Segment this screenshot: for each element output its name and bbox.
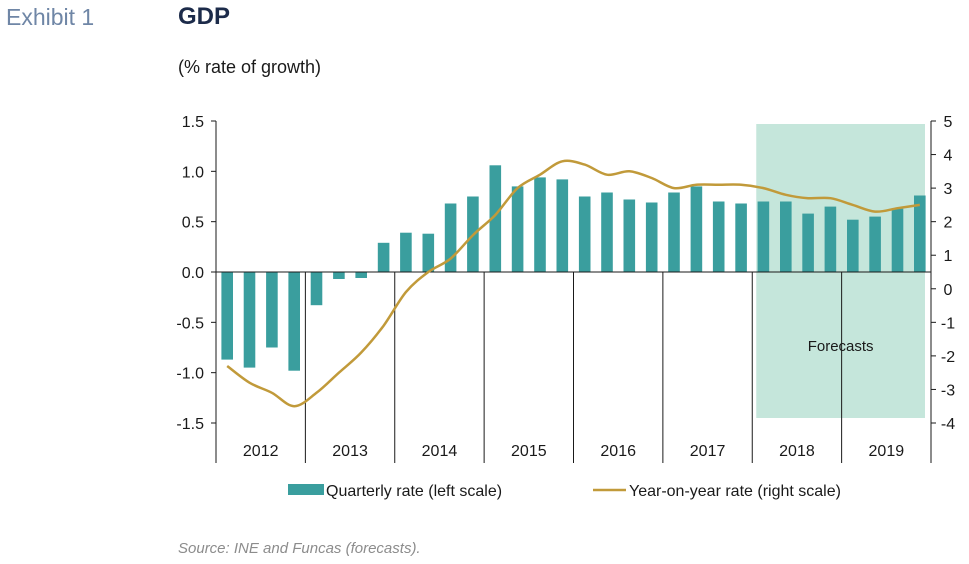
right-tick-label: -3 [941,382,955,399]
x-year-label: 2013 [332,443,368,460]
chart-subtitle: (% rate of growth) [178,57,322,77]
x-year-label: 2012 [243,443,279,460]
bar-2016Q4 [645,202,658,272]
legend-swatch-quarterly [288,484,324,495]
bar-2012Q4 [288,272,300,371]
left-tick-label: -0.5 [176,315,204,332]
bar-2016Q2 [601,192,613,272]
bar-2019Q4 [914,195,926,272]
bar-2017Q1 [668,192,680,272]
bar-2018Q3 [802,213,814,272]
bar-2013Q4 [377,242,390,272]
legend-label-quarterly: Quarterly rate (left scale) [326,483,502,500]
left-tick-label: -1.0 [176,366,204,383]
bar-2014Q3 [444,203,457,272]
bar-2018Q2 [780,201,792,272]
left-axis-ticks: 1.5 1.0 0.5 0.0 -0.5 -1.0 -1.5 [176,114,204,433]
left-tick-label: -1.5 [176,416,204,433]
line-series-year-on-year [226,159,920,408]
right-axis-ticks: 5 4 3 2 1 0 -1 -2 -3 -4 [941,114,955,433]
x-year-label: 2017 [690,443,726,460]
right-tick-label: 3 [944,181,953,198]
legend: Quarterly rate (left scale) Year-on-year… [288,483,841,500]
bar-2017Q2 [690,186,703,272]
bar-2015Q1 [489,165,502,272]
bar-2013Q3 [355,272,367,278]
bar-2012Q2 [243,272,256,368]
right-tick-label: 5 [944,114,953,131]
bar-2019Q1 [847,219,859,272]
right-tick-label: -2 [941,349,955,366]
x-year-label: 2016 [600,443,636,460]
bar-2014Q1 [400,232,412,272]
right-tick-label: -4 [941,416,955,433]
bar-2015Q3 [534,177,546,272]
source-note: Source: INE and Funcas (forecasts). [178,540,421,557]
right-tick-label: 1 [944,248,953,265]
x-year-label: 2015 [511,443,547,460]
legend-label-year-on-year: Year-on-year rate (right scale) [629,483,841,500]
x-year-label: 2018 [779,443,815,460]
bar-2016Q3 [623,199,636,272]
forecast-label: Forecasts [808,338,874,355]
bar-2013Q2 [333,272,345,279]
left-tick-label: 1.0 [182,164,204,181]
bar-2016Q1 [578,196,591,272]
bar-series [221,165,926,371]
bar-2012Q1 [221,272,233,360]
chart-title: GDP [178,3,231,30]
x-year-label: 2014 [422,443,458,460]
bar-2019Q3 [891,208,904,272]
bar-2017Q3 [712,201,725,272]
bar-2015Q4 [556,179,569,272]
right-tick-label: 0 [944,282,953,299]
bar-2018Q4 [824,206,837,272]
left-tick-label: 1.5 [182,114,204,131]
left-tick-label: 0.5 [182,215,204,232]
bar-2015Q2 [511,186,524,272]
axes [211,120,936,463]
left-tick-label: 0.0 [182,265,204,282]
bar-2017Q4 [735,203,747,272]
bar-2018Q1 [757,201,770,272]
right-tick-label: 2 [944,215,953,232]
x-year-label: 2019 [869,443,905,460]
right-tick-label: 4 [944,148,953,165]
x-axis-year-labels: 2012 2013 2014 2015 2016 2017 2018 2019 [243,443,904,460]
right-tick-label: -1 [941,315,955,332]
bar-2019Q2 [869,216,881,272]
bar-2012Q3 [266,272,278,348]
bar-2014Q2 [422,233,435,272]
bar-2013Q1 [310,272,323,306]
exhibit-label: Exhibit 1 [6,4,95,30]
